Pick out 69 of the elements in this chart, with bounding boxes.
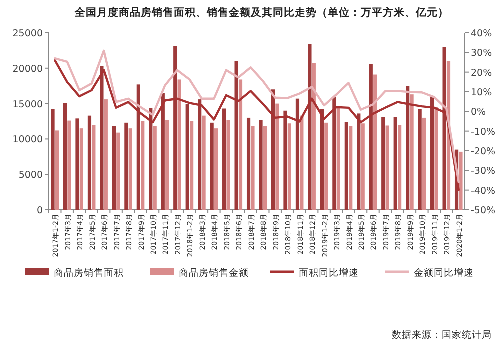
y2-tick-label: -20% [471, 146, 496, 158]
bar [76, 118, 80, 210]
bar [128, 128, 132, 210]
bar [251, 126, 255, 210]
bar [92, 125, 96, 210]
bar [394, 117, 398, 210]
bar [51, 109, 55, 210]
bar [410, 94, 414, 210]
y2-tick-label: -50% [471, 206, 496, 216]
y-tick-label: 25000 [12, 28, 43, 40]
bar [166, 120, 170, 210]
bar [124, 122, 128, 210]
y2-tick-label: -10% [471, 126, 496, 138]
y2-tick-label: -30% [471, 166, 496, 178]
bar [226, 120, 230, 210]
bar [80, 128, 84, 210]
y2-tick-label: 20% [471, 68, 492, 79]
bar [116, 132, 120, 210]
y2-tick-label: 0% [471, 107, 486, 118]
bar [300, 116, 304, 210]
y2-tick-label: 10% [471, 88, 492, 98]
bar [382, 117, 386, 210]
bar [104, 100, 108, 210]
legend-label: 金额同比增速 [414, 267, 474, 279]
legend-label: 面积同比增速 [299, 267, 359, 279]
bar [344, 122, 348, 210]
bar [422, 118, 426, 210]
source-note: 数据来源：国家统计局 [392, 329, 492, 341]
bar [210, 122, 214, 210]
y-tick-label: 10000 [12, 134, 43, 146]
bar [349, 126, 353, 210]
bar [259, 120, 263, 210]
y-tick-label: 5000 [18, 170, 43, 182]
y-tick-label: 0 [36, 206, 43, 216]
bar [222, 108, 226, 210]
bar [112, 126, 116, 210]
bar [153, 126, 157, 210]
bar [288, 124, 292, 210]
bar [238, 80, 243, 210]
bar [459, 152, 463, 210]
bar [202, 116, 206, 210]
bar [434, 107, 438, 210]
bar [374, 74, 378, 210]
y-tick-label: 15000 [12, 99, 43, 110]
y2-tick-label: 30% [471, 48, 492, 60]
bar [141, 122, 145, 210]
bar [55, 130, 60, 210]
bar [386, 126, 390, 210]
y2-tick-label: 40% [471, 28, 492, 40]
bar [312, 63, 316, 210]
legend-label: 商品房销售面积 [54, 267, 124, 279]
legend-label: 商品房销售金额 [179, 267, 249, 279]
bar [178, 80, 182, 210]
bar [324, 122, 328, 210]
bar [63, 103, 68, 210]
bar [276, 104, 280, 210]
y-tick-label: 20000 [12, 64, 43, 75]
bar [418, 109, 422, 210]
bar [190, 122, 194, 210]
y2-tick-label: -40% [471, 186, 496, 197]
bar [246, 118, 251, 210]
bar [214, 128, 218, 210]
bar [263, 126, 268, 210]
bar [68, 120, 72, 210]
bar [398, 125, 402, 210]
bar [336, 107, 340, 210]
bar [361, 124, 365, 210]
chart-title: 全国月度商品房销售面积、销售金额及其同比走势（单位：万平方米、亿元） [74, 6, 449, 19]
bar [88, 116, 92, 210]
